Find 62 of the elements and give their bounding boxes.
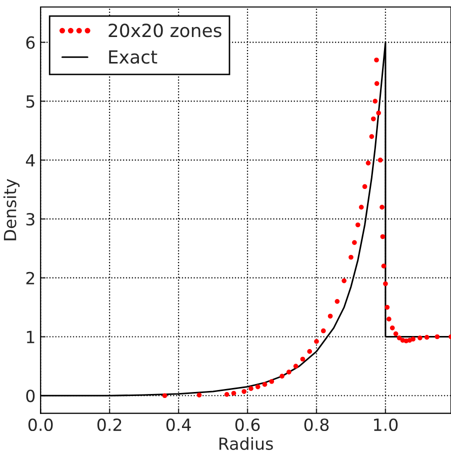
point — [355, 222, 360, 228]
y-tick-label: 2 — [26, 272, 34, 284]
point — [393, 331, 398, 336]
x-tick-label: 0.6 — [235, 418, 260, 432]
point — [293, 364, 298, 369]
point — [328, 314, 333, 319]
point — [378, 158, 383, 163]
point — [224, 392, 230, 397]
point — [374, 81, 380, 86]
point — [370, 116, 376, 122]
point — [383, 281, 388, 286]
x-axis-title: Radius — [219, 437, 273, 450]
point — [380, 234, 386, 240]
point — [372, 98, 378, 104]
point — [320, 328, 326, 334]
x-tick-label: 0.2 — [97, 418, 122, 432]
point — [434, 334, 440, 340]
y-tick-label: 6 — [26, 36, 35, 49]
point — [424, 334, 430, 340]
point — [418, 335, 422, 340]
point — [358, 204, 364, 210]
y-tick-label: 3 — [26, 212, 34, 226]
point — [342, 278, 347, 284]
point — [242, 389, 246, 394]
x-tick-label: 0.0 — [28, 418, 53, 432]
point — [231, 390, 236, 396]
point — [196, 392, 202, 398]
x-tick-label: 0.8 — [304, 418, 329, 432]
point — [255, 384, 260, 390]
point — [390, 325, 395, 330]
point — [369, 134, 374, 139]
legend-label: 20x20 zones — [108, 24, 222, 38]
y-axis-title: Density — [3, 178, 20, 240]
point — [262, 382, 268, 387]
point — [366, 160, 371, 166]
point — [386, 316, 392, 322]
y-tick-label: 1 — [26, 330, 34, 344]
x-tick-label: 1.0 — [374, 418, 398, 432]
point — [352, 240, 357, 245]
point — [380, 204, 384, 210]
point — [381, 264, 386, 269]
y-tick-label: 5 — [26, 95, 34, 108]
point — [300, 356, 306, 362]
legend-label: Exact — [109, 50, 158, 64]
point — [410, 336, 416, 342]
point — [376, 110, 382, 116]
point — [314, 339, 319, 344]
point — [280, 374, 284, 379]
point — [248, 386, 254, 391]
point — [362, 184, 368, 190]
y-tick-label: 0 — [26, 390, 35, 402]
point — [334, 298, 340, 304]
point — [374, 58, 379, 62]
point — [269, 379, 274, 384]
point — [286, 370, 292, 375]
point — [162, 393, 168, 398]
point — [348, 254, 354, 260]
point — [307, 349, 312, 354]
x-tick-label: 0.4 — [166, 418, 191, 432]
point — [396, 335, 402, 340]
point — [384, 304, 390, 310]
y-tick-label: 4 — [26, 154, 35, 166]
